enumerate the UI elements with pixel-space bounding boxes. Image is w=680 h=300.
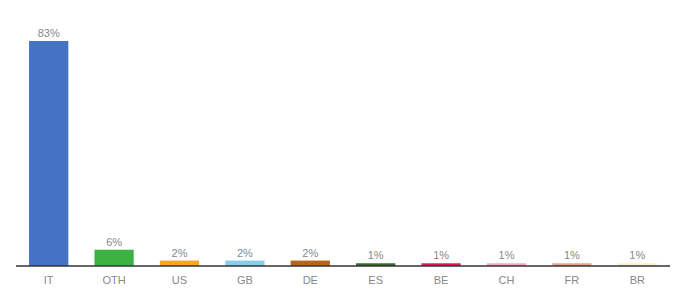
data-label: 1%: [564, 249, 580, 261]
x-tick-label: GB: [237, 274, 253, 286]
x-tick-label: BR: [630, 274, 645, 286]
bar: [94, 250, 133, 266]
x-tick-label: DE: [303, 274, 318, 286]
bars: [29, 41, 657, 266]
data-label: 2%: [302, 247, 318, 259]
x-tick-label: IT: [44, 274, 54, 286]
data-label: 1%: [368, 249, 384, 261]
x-tick-label: BE: [434, 274, 449, 286]
data-label: 1%: [629, 249, 645, 261]
bar: [291, 261, 330, 266]
data-label: 2%: [172, 247, 188, 259]
x-tick-label: US: [172, 274, 187, 286]
data-labels: 83% 6% 2% 2% 2% 1% 1% 1% 1% 1%: [38, 27, 646, 261]
x-axis-line: [16, 265, 670, 267]
x-tick-label: ES: [368, 274, 383, 286]
data-label: 1%: [433, 249, 449, 261]
x-tick-label: CH: [499, 274, 515, 286]
data-label: 6%: [106, 236, 122, 248]
bar: [29, 41, 68, 266]
x-tick-labels: IT OTH US GB DE ES BE CH FR BR: [44, 274, 645, 286]
data-label: 1%: [499, 249, 515, 261]
chart-container: 83% 6% 2% 2% 2% 1% 1% 1% 1% 1% IT OTH US GB DE ES BE CH FR…: [0, 0, 680, 300]
x-tick-label: FR: [565, 274, 580, 286]
bar: [160, 261, 199, 266]
data-label: 83%: [38, 27, 60, 39]
data-label: 2%: [237, 247, 253, 259]
chart: 83% 6% 2% 2% 2% 1% 1% 1% 1% 1% IT OTH US GB DE ES BE CH FR…: [0, 0, 680, 300]
bar: [225, 261, 264, 266]
x-tick-label: OTH: [102, 274, 125, 286]
